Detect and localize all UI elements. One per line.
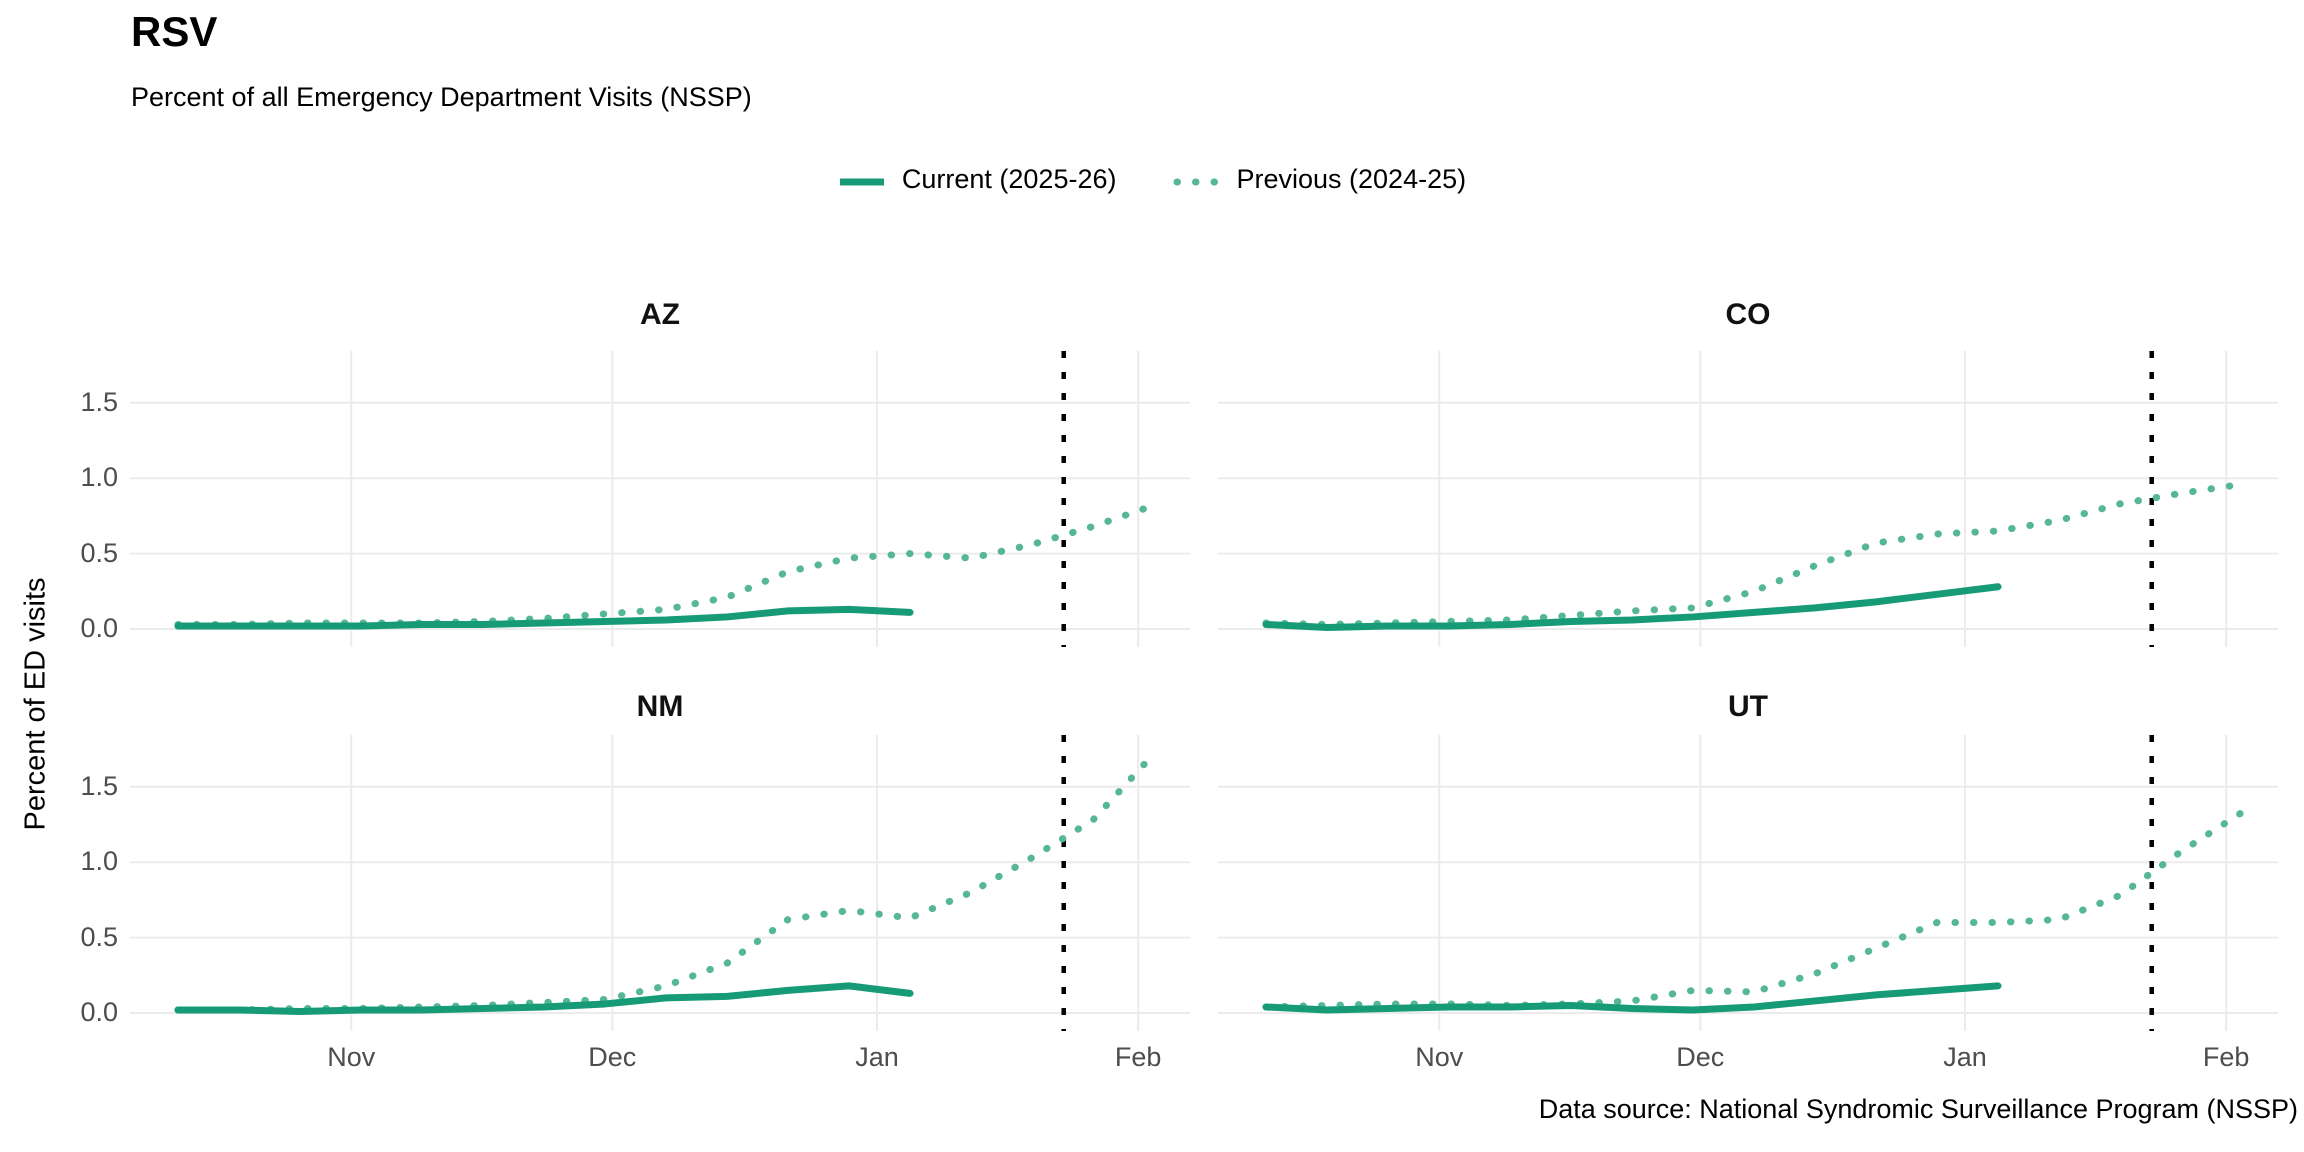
legend-label-current: Current (2025-26) (901, 164, 1117, 194)
line-previous-UT (1262, 808, 2246, 1011)
page-subtitle: Percent of all Emergency Department Visi… (131, 82, 752, 112)
facet-panel-UT (1218, 735, 2278, 1031)
legend-key-dotted-line-icon (1172, 164, 1222, 195)
page-title: RSV (131, 8, 218, 55)
facet-panel-CO (1218, 351, 2278, 647)
x-tick-label-Dec-col1: Dec (588, 1042, 637, 1072)
facet-strip-NM: NM (636, 690, 684, 723)
line-current-NM (174, 982, 914, 1015)
y-tick-label-1.0-row1: 1.0 (80, 462, 118, 493)
facet-strip-CO: CO (1725, 298, 1771, 331)
x-tick-label-Nov-col1: Nov (327, 1042, 376, 1072)
x-tick-label-Jan-col1: Jan (855, 1042, 899, 1072)
facet-strip-AZ: AZ (640, 298, 680, 331)
caption: Data source: National Syndromic Surveill… (1538, 1094, 2298, 1124)
facet-panel-AZ (130, 351, 1190, 647)
y-tick-label-1.5-row1: 1.5 (80, 386, 118, 417)
y-tick-label-0.5-row1: 0.5 (80, 537, 118, 568)
y-tick-label-1.5-row2: 1.5 (80, 770, 118, 801)
y-tick-label-0.0-row1: 0.0 (80, 613, 118, 643)
legend-item-current: Current (2025-26) (838, 164, 1117, 195)
x-tick-label-Dec-col2: Dec (1676, 1042, 1725, 1072)
y-tick-label-1.0-row2: 1.0 (80, 846, 118, 877)
x-tick-label-Feb-col1: Feb (1114, 1042, 1162, 1072)
line-current-AZ (174, 605, 914, 630)
line-current-CO (1262, 583, 2002, 631)
x-tick-label-Feb-col2: Feb (2202, 1042, 2250, 1072)
legend-key-solid-line-icon (838, 164, 886, 195)
legend-item-previous: Previous (2024-25) (1172, 164, 1466, 195)
facet-panel-NM (130, 735, 1190, 1031)
facet-strip-UT: UT (1728, 690, 1768, 723)
x-tick-label-Nov-col2: Nov (1415, 1042, 1464, 1072)
y-tick-label-0.0-row2: 0.0 (80, 997, 118, 1027)
x-tick-label-Jan-col2: Jan (1943, 1042, 1987, 1072)
legend: Current (2025-26) Previous (2024-25) (0, 164, 2304, 195)
line-previous-NM (174, 750, 1158, 1014)
y-tick-label-0.5-row2: 0.5 (80, 921, 118, 952)
line-previous-AZ (174, 501, 1158, 628)
line-current-UT (1262, 982, 2002, 1014)
legend-label-previous: Previous (2024-25) (1236, 164, 1467, 194)
